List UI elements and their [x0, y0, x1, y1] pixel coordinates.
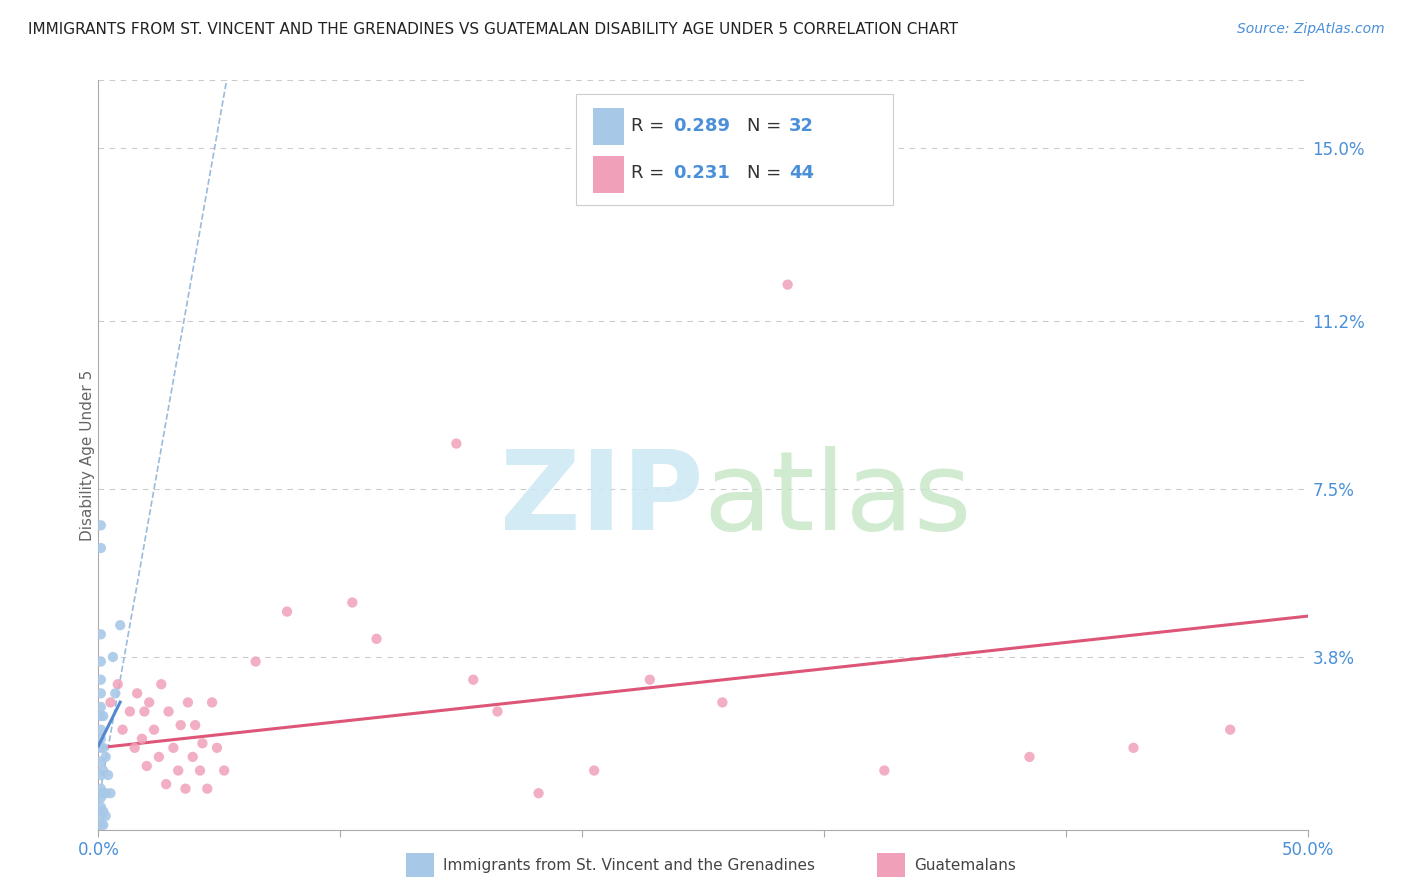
Point [177, 695, 200, 709]
Point [188, 764, 211, 778]
Point [127, 686, 149, 700]
Point [90, 755, 112, 769]
Point [527, 786, 550, 800]
Text: 0.231: 0.231 [673, 164, 730, 182]
Point [167, 764, 190, 778]
Point [94, 750, 117, 764]
Point [446, 436, 468, 450]
Point [212, 764, 235, 778]
Text: ZIP: ZIP [499, 446, 703, 553]
Point [486, 705, 509, 719]
Point [107, 677, 129, 691]
Point [91, 818, 114, 832]
Point [94, 809, 117, 823]
Point [90, 818, 112, 832]
Point [169, 718, 191, 732]
Point [100, 695, 122, 709]
Y-axis label: Disability Age Under 5: Disability Age Under 5 [80, 369, 94, 541]
Point [118, 705, 141, 719]
Text: Guatemalans: Guatemalans [914, 858, 1015, 872]
Point [342, 595, 364, 609]
Point [157, 705, 180, 719]
Point [1219, 723, 1241, 737]
Point [91, 786, 114, 800]
Point [90, 731, 112, 746]
Point [101, 650, 124, 665]
Text: 32: 32 [789, 117, 814, 135]
Point [100, 786, 122, 800]
Text: Immigrants from St. Vincent and the Grenadines: Immigrants from St. Vincent and the Gren… [443, 858, 815, 872]
Point [638, 673, 661, 687]
Text: N =: N = [747, 164, 786, 182]
Point [90, 740, 112, 755]
Point [583, 764, 606, 778]
Point [195, 781, 218, 796]
Point [104, 686, 127, 700]
Point [205, 740, 228, 755]
Point [174, 781, 197, 796]
Point [1122, 740, 1144, 755]
Point [90, 700, 112, 714]
Text: N =: N = [747, 117, 786, 135]
Point [134, 705, 156, 719]
Point [91, 805, 114, 819]
Point [148, 750, 170, 764]
Point [90, 709, 112, 723]
Point [111, 723, 134, 737]
Text: R =: R = [631, 164, 671, 182]
Point [90, 768, 112, 782]
Point [90, 655, 112, 669]
Point [124, 740, 146, 755]
Point [90, 673, 112, 687]
Text: atlas: atlas [703, 446, 972, 553]
Text: IMMIGRANTS FROM ST. VINCENT AND THE GRENADINES VS GUATEMALAN DISABILITY AGE UNDE: IMMIGRANTS FROM ST. VINCENT AND THE GREN… [28, 22, 959, 37]
Point [191, 736, 214, 750]
Point [245, 655, 267, 669]
Point [90, 541, 112, 555]
Text: R =: R = [631, 117, 671, 135]
Point [201, 695, 224, 709]
Point [90, 686, 112, 700]
Text: 0.289: 0.289 [673, 117, 731, 135]
Text: Source: ZipAtlas.com: Source: ZipAtlas.com [1237, 22, 1385, 37]
Point [162, 740, 184, 755]
Point [463, 673, 485, 687]
Point [90, 809, 112, 823]
Point [155, 777, 177, 791]
Point [135, 759, 157, 773]
Point [91, 764, 114, 778]
Point [138, 695, 160, 709]
Point [90, 627, 112, 641]
Point [150, 677, 173, 691]
Point [91, 709, 114, 723]
Point [97, 768, 120, 782]
Point [90, 723, 112, 737]
Point [1018, 750, 1040, 764]
Point [108, 618, 131, 632]
Text: 44: 44 [789, 164, 814, 182]
Point [184, 718, 207, 732]
Point [366, 632, 388, 646]
Point [91, 740, 114, 755]
Point [143, 723, 166, 737]
Point [90, 781, 112, 796]
Point [711, 695, 734, 709]
Point [276, 605, 298, 619]
Point [873, 764, 896, 778]
Point [90, 790, 112, 805]
Point [90, 800, 112, 814]
Point [90, 518, 112, 533]
Point [776, 277, 799, 292]
Point [181, 750, 204, 764]
Point [131, 731, 153, 746]
Point [94, 786, 117, 800]
